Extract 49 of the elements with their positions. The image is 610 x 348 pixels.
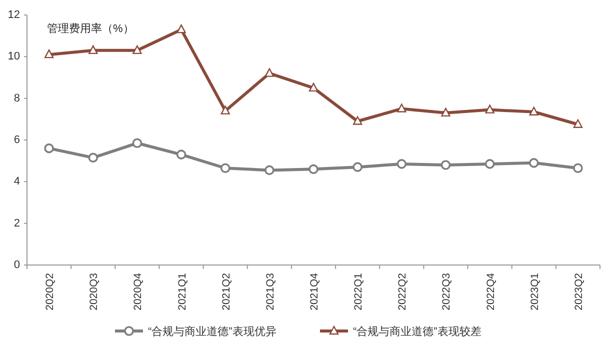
x-tick-label: 2023Q2 bbox=[572, 272, 585, 310]
point bbox=[88, 152, 98, 163]
point bbox=[528, 158, 539, 168]
point bbox=[573, 119, 583, 128]
x-tick-label: 2022Q1 bbox=[352, 272, 365, 310]
point bbox=[396, 159, 407, 169]
point bbox=[485, 104, 494, 114]
x-tick-label: 2020Q2 bbox=[44, 272, 56, 310]
point bbox=[176, 24, 186, 34]
y-axis-title: 管理费用率（%） bbox=[47, 22, 134, 35]
x-tick-label: 2022Q4 bbox=[484, 272, 497, 310]
y-tick-label: 12 bbox=[8, 9, 20, 21]
legend-label: “合规与商业道德”表现较差 bbox=[353, 324, 482, 338]
point bbox=[44, 143, 54, 154]
x-tick-label: 2020Q3 bbox=[88, 272, 100, 310]
x-tick-label: 2020Q4 bbox=[132, 272, 144, 310]
x-tick-label: 2021Q1 bbox=[176, 272, 188, 310]
legend-label: “合规与商业道德”表现优异 bbox=[148, 324, 276, 338]
x-tick-label: 2022Q3 bbox=[440, 272, 453, 310]
y-tick-label: 6 bbox=[14, 134, 20, 146]
point bbox=[44, 49, 54, 58]
x-tick-label: 2022Q2 bbox=[396, 272, 409, 310]
point bbox=[441, 108, 450, 117]
point bbox=[308, 164, 318, 174]
point bbox=[88, 45, 98, 54]
point bbox=[352, 116, 362, 125]
point bbox=[397, 104, 406, 112]
point bbox=[132, 138, 142, 148]
point bbox=[220, 163, 230, 174]
point bbox=[176, 150, 186, 160]
y-tick-label: 0 bbox=[14, 259, 20, 271]
point bbox=[264, 165, 274, 176]
x-tick-label: 2021Q3 bbox=[264, 272, 276, 310]
point bbox=[529, 106, 538, 116]
point bbox=[220, 106, 230, 114]
y-tick-label: 4 bbox=[14, 176, 20, 188]
y-tick-label: 2 bbox=[14, 217, 20, 230]
x-tick-label: 2021Q4 bbox=[308, 272, 320, 310]
point bbox=[308, 82, 318, 92]
x-tick-label: 2023Q1 bbox=[528, 272, 541, 310]
x-tick-label: 2021Q2 bbox=[220, 272, 232, 310]
point bbox=[264, 68, 274, 77]
y-tick-label: 10 bbox=[8, 50, 20, 63]
point bbox=[132, 45, 142, 54]
y-tick-label: 8 bbox=[14, 92, 20, 104]
point bbox=[573, 163, 583, 174]
point bbox=[484, 159, 495, 169]
point bbox=[352, 162, 362, 172]
point bbox=[440, 160, 451, 170]
